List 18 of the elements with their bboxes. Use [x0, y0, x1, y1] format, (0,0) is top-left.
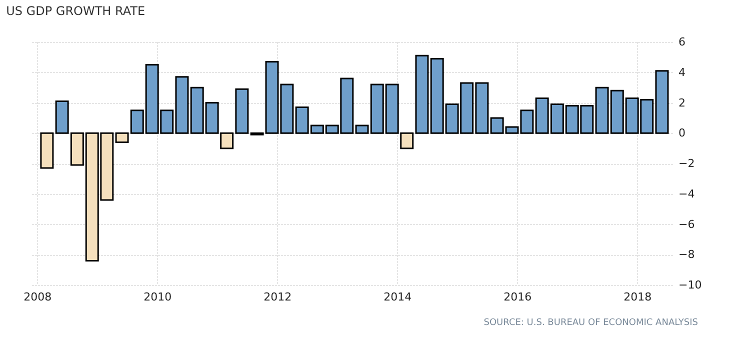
y-tick-label: 6 — [678, 36, 686, 48]
chart-title: US GDP GROWTH RATE — [6, 4, 146, 18]
source-note: SOURCE: U.S. BUREAU OF ECONOMIC ANALYSIS — [484, 318, 698, 328]
bar — [40, 132, 54, 169]
x-tick-label: 2008 — [24, 290, 52, 304]
x-tick-label: 2010 — [144, 290, 172, 304]
x-tick-label: 2012 — [264, 290, 292, 304]
x-tick-label: 2018 — [624, 290, 652, 304]
y-tick-label: 0 — [678, 126, 686, 140]
y-tick-label: 4 — [678, 66, 686, 79]
x-tick-label: 2014 — [384, 290, 412, 304]
y-tick-label: −8 — [678, 248, 695, 262]
x-tick-label: 2016 — [504, 290, 532, 304]
y-tick-label: −10 — [678, 278, 702, 292]
y-tick-label: −4 — [678, 187, 695, 200]
y-tick-label: 2 — [678, 96, 686, 110]
y-tick-label: −2 — [678, 157, 695, 170]
y-tick-label: −6 — [678, 218, 695, 231]
